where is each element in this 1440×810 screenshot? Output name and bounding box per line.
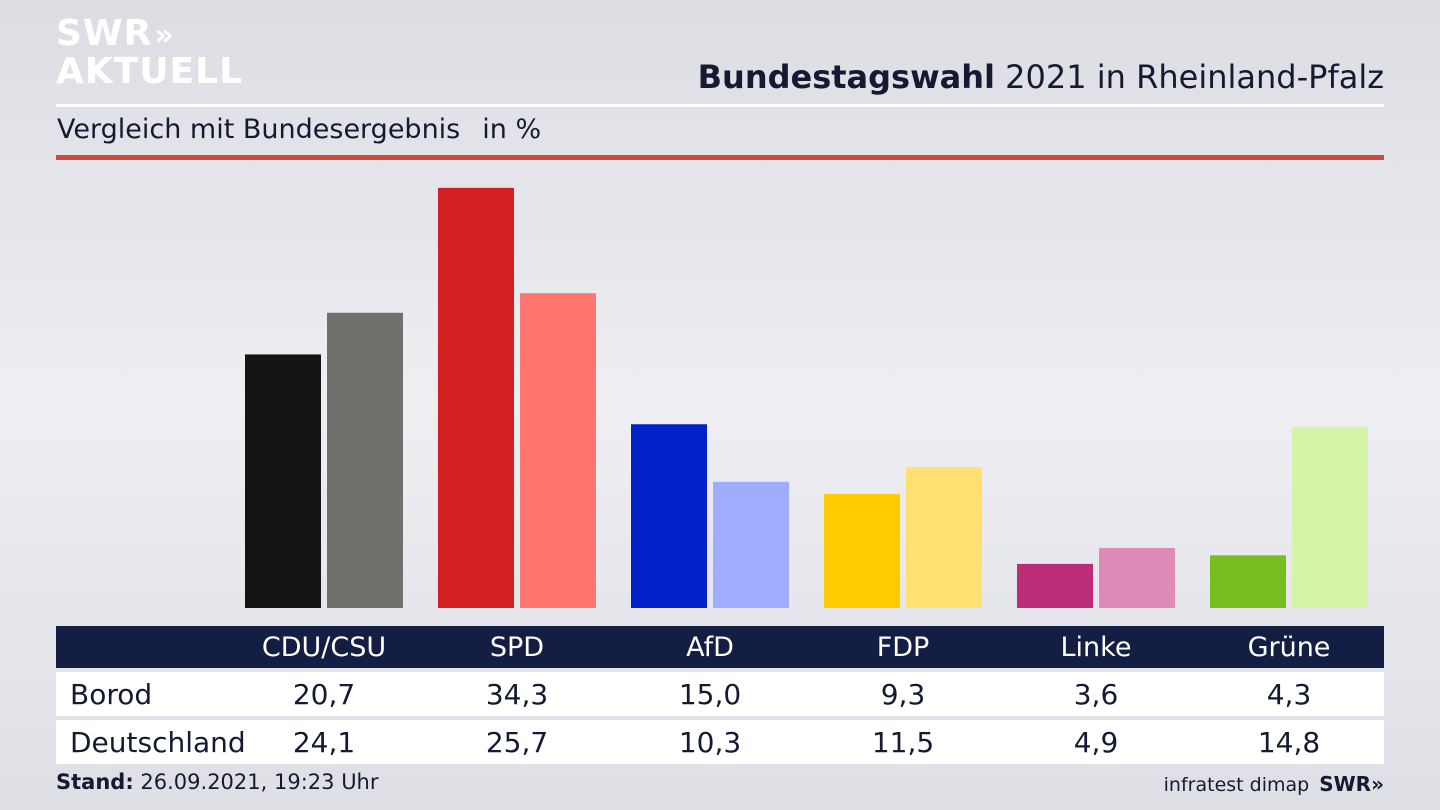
header-divider	[56, 104, 1384, 107]
subtitle-unit: in %	[482, 114, 542, 145]
bar-gr-ne-borod	[1210, 555, 1286, 608]
column-header-cdu-csu: CDU/CSU	[261, 631, 387, 663]
bar-gr-ne-deutschland	[1292, 426, 1368, 608]
table-row-deutschland: Deutschland 24,1 25,7 10,3 11,5 4,9 14,8	[56, 720, 1384, 764]
value-cell-linke-borod: 3,6	[1073, 677, 1119, 711]
value-cell-cdu-csu-borod: 20,7	[292, 677, 356, 711]
bar-linke-borod	[1017, 563, 1093, 608]
column-header-linke: Linke	[1060, 631, 1132, 663]
footer-swr-logo: SWR»	[1319, 772, 1384, 796]
value-cell-cdu-csu-deutschland: 24,1	[292, 725, 356, 759]
table-header-row: CDU/CSU SPD AfD FDP Linke Grüne	[56, 626, 1384, 668]
value-cell-afd-deutschland: 10,3	[678, 725, 742, 759]
value-cell-gr-ne-borod: 4,3	[1266, 677, 1312, 711]
bar-afd-borod	[631, 424, 707, 608]
bar-fdp-deutschland	[906, 467, 982, 608]
row-label-deutschland: Deutschland	[70, 725, 246, 759]
swr-aktuell-logo: SWR» AKTUELL	[56, 16, 243, 90]
bar-chart	[245, 187, 1368, 608]
subtitle-divider	[56, 155, 1384, 160]
value-cell-spd-borod: 34,3	[485, 677, 549, 711]
stand-value: 26.09.2021, 19:23 Uhr	[140, 770, 379, 794]
logo-aktuell-text: AKTUELL	[56, 51, 244, 92]
chart-title-rest: 2021 in Rheinland-Pfalz	[1005, 58, 1384, 96]
source-text: infratest dimap	[1163, 774, 1310, 796]
bar-cdu-csu-deutschland	[327, 312, 403, 608]
value-cell-gr-ne-deutschland: 14,8	[1257, 725, 1321, 759]
value-cell-afd-borod: 15,0	[678, 677, 742, 711]
column-header-fdp: FDP	[876, 631, 930, 663]
bar-linke-deutschland	[1099, 547, 1175, 608]
value-cell-linke-deutschland: 4,9	[1073, 725, 1119, 759]
bar-spd-deutschland	[520, 293, 596, 608]
subtitle-text: Vergleich mit Bundesergebnis	[57, 114, 461, 145]
column-header-afd: AfD	[686, 631, 734, 663]
bar-spd-borod	[438, 187, 514, 608]
table-row-borod: Borod 20,7 34,3 15,0 9,3 3,6 4,3	[56, 672, 1384, 716]
logo-swr-text: SWR	[56, 13, 153, 54]
logo-arrows-icon: »	[154, 18, 175, 53]
stand-label: Stand:	[56, 770, 134, 794]
bar-fdp-borod	[824, 494, 900, 608]
source-credit: infratest dimap SWR»	[1164, 772, 1384, 796]
value-cell-fdp-borod: 9,3	[880, 677, 926, 711]
value-cell-spd-deutschland: 25,7	[485, 725, 549, 759]
chart-title: Bundestagswahl 2021 in Rheinland-Pfalz	[698, 58, 1384, 96]
timestamp: Stand: 26.09.2021, 19:23 Uhr	[56, 770, 379, 794]
results-table: CDU/CSU SPD AfD FDP Linke Grüne Borod 20,7 34,…	[56, 626, 1384, 764]
chart-subtitle: Vergleich mit Bundesergebnis in %	[57, 114, 541, 145]
bar-afd-deutschland	[713, 481, 789, 608]
value-cell-fdp-deutschland: 11,5	[871, 725, 935, 759]
column-header-spd: SPD	[489, 631, 545, 663]
bar-cdu-csu-borod	[245, 354, 321, 608]
row-label-borod: Borod	[70, 677, 153, 711]
chart-title-bold: Bundestagswahl	[697, 58, 995, 96]
column-header-gr-ne: Grüne	[1247, 631, 1331, 663]
